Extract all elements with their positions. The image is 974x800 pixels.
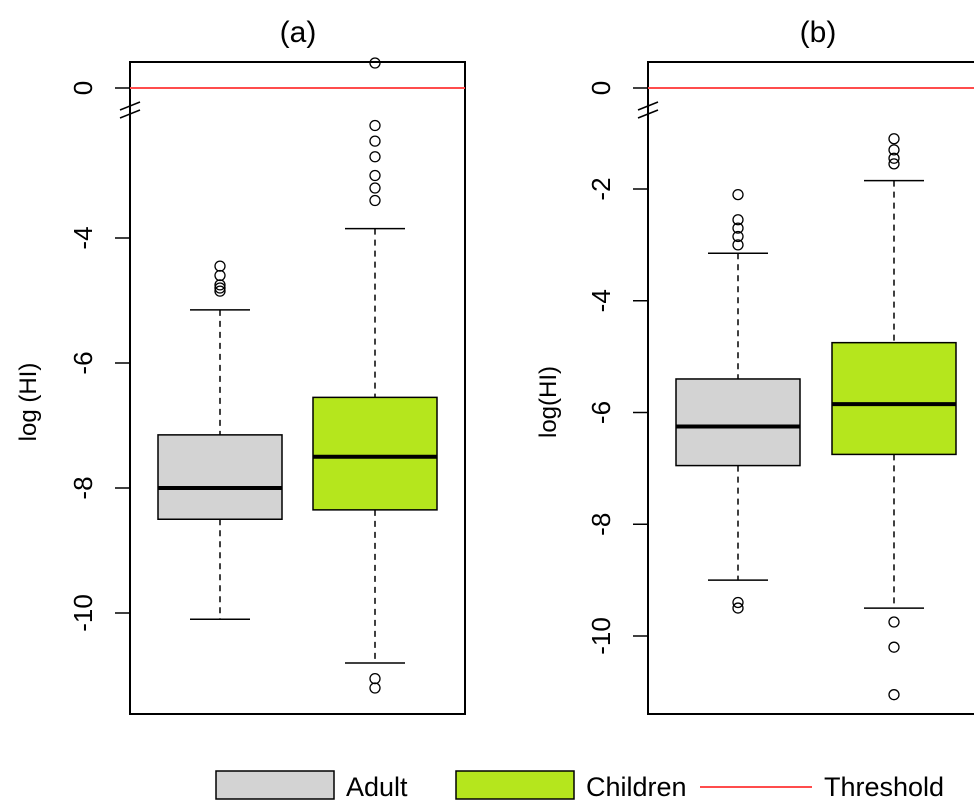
children-outlier [369,135,381,147]
panel-b-plot-area [647,61,974,715]
children-outlier [888,689,900,701]
children-outlier [369,682,381,694]
y-tick-label: -10 [586,617,616,655]
children-outlier [888,133,900,145]
children-outlier [369,182,381,194]
adult-outlier [214,279,226,291]
y-tick-label: -6 [68,351,98,374]
panel-a-plot-area [129,57,466,715]
y-tick-label: 0 [68,81,98,95]
adult-outlier [214,260,226,272]
y-tick-label: -8 [586,513,616,536]
adult-outlier [214,269,226,282]
panel-b: (b) log(HI) 0 -2 -4 -6 -8 -10 [535,16,974,715]
children-outlier [888,144,900,156]
panel-b-y-ticks: 0 -2 -4 -6 -8 -10 [586,81,659,655]
panel-a-y-axis-label: log (HI) [15,363,42,442]
children-outlier [888,616,900,628]
adult-outlier [214,282,226,294]
children-box [831,341,957,456]
plot-frame [647,61,974,715]
children-outlier [369,151,381,163]
y-tick-label: -4 [68,226,98,249]
adult-outlier [732,188,744,201]
children-outlier [369,169,381,182]
adult-outlier [732,602,744,614]
legend-swatch-adult [215,770,335,800]
legend: Adult Children Threshold [215,770,944,800]
adult-box [157,434,283,520]
y-tick-label: -10 [68,594,98,632]
adult-outlier [732,239,744,251]
children-outlier [369,672,381,685]
adult-outlier [732,230,744,243]
adult-outlier [732,214,744,226]
adult-outlier [214,285,226,297]
panel-b-y-axis-label: log(HI) [535,366,562,438]
legend-label-adult: Adult [346,772,408,800]
y-tick-label: -6 [586,401,616,424]
children-outlier [888,641,900,653]
legend-label-threshold: Threshold [824,772,944,800]
y-tick-label: -8 [68,476,98,499]
children-outlier [369,119,381,132]
plot-frame [129,61,466,715]
panel-b-title: (b) [800,16,837,49]
adult-outlier [732,596,744,609]
panel-a-title: (a) [280,16,317,49]
legend-swatch-children [455,770,575,800]
children-outlier [369,194,381,207]
panel-a-y-ticks: 0 -4 -6 -8 -10 [68,81,141,632]
children-box [312,396,438,511]
y-tick-label: 0 [586,81,616,95]
y-tick-label: -4 [586,289,616,312]
panel-a: (a) log (HI) 0 -4 -6 -8 -10 [15,16,466,715]
legend-label-children: Children [586,772,687,800]
children-outlier [888,158,900,170]
adult-box [675,378,801,467]
children-outlier [369,57,381,69]
adult-outlier [732,222,744,234]
children-outlier [888,152,900,164]
y-tick-label: -2 [586,177,616,200]
